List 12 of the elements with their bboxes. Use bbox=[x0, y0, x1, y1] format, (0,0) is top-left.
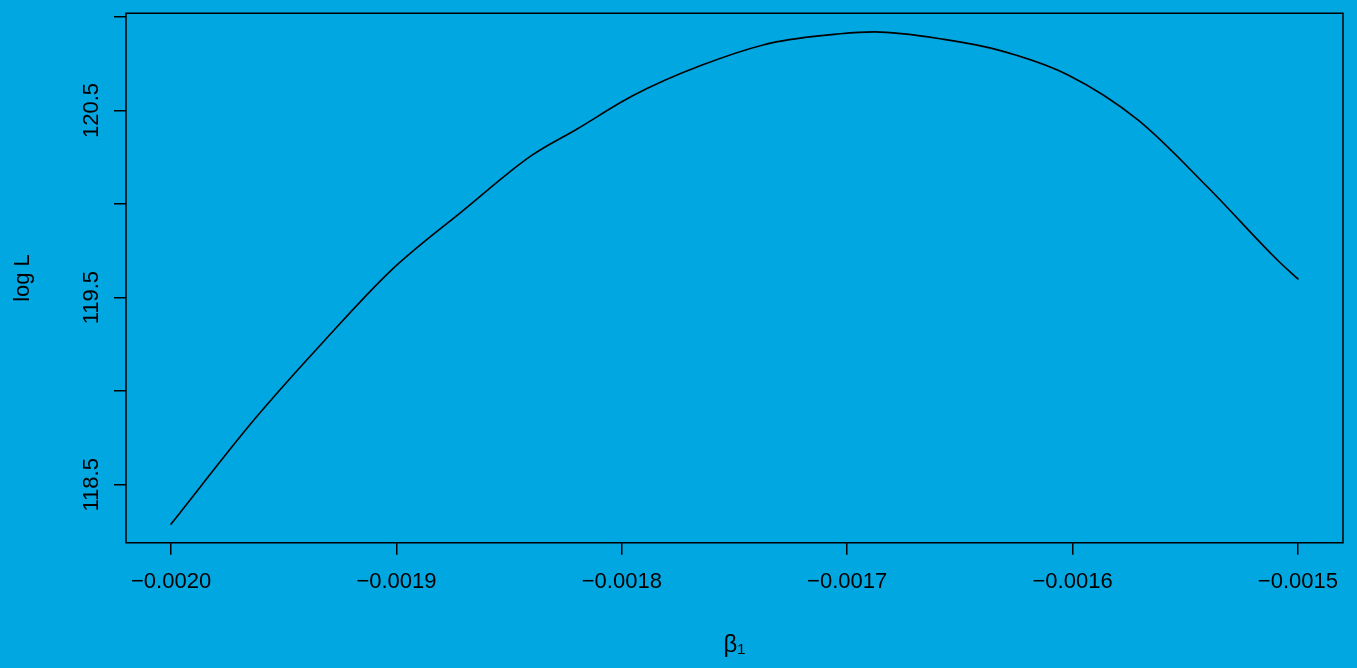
x-tick-label: −0.0018 bbox=[581, 568, 662, 594]
x-tick-label: −0.0016 bbox=[1032, 568, 1113, 594]
x-tick-label: −0.0015 bbox=[1257, 568, 1338, 594]
y-tick-label: 120.5 bbox=[78, 82, 104, 139]
x-axis-title: β₁ bbox=[723, 630, 746, 658]
y-axis-title: log L bbox=[9, 254, 35, 302]
y-tick-label: 118.5 bbox=[78, 458, 104, 512]
y-tick-label: 119.5 bbox=[78, 270, 104, 325]
line-series bbox=[170, 31, 1299, 525]
x-tick-label: −0.0017 bbox=[807, 568, 888, 594]
x-tick-label: −0.0020 bbox=[131, 568, 212, 594]
x-tick-label: −0.0019 bbox=[356, 568, 437, 594]
